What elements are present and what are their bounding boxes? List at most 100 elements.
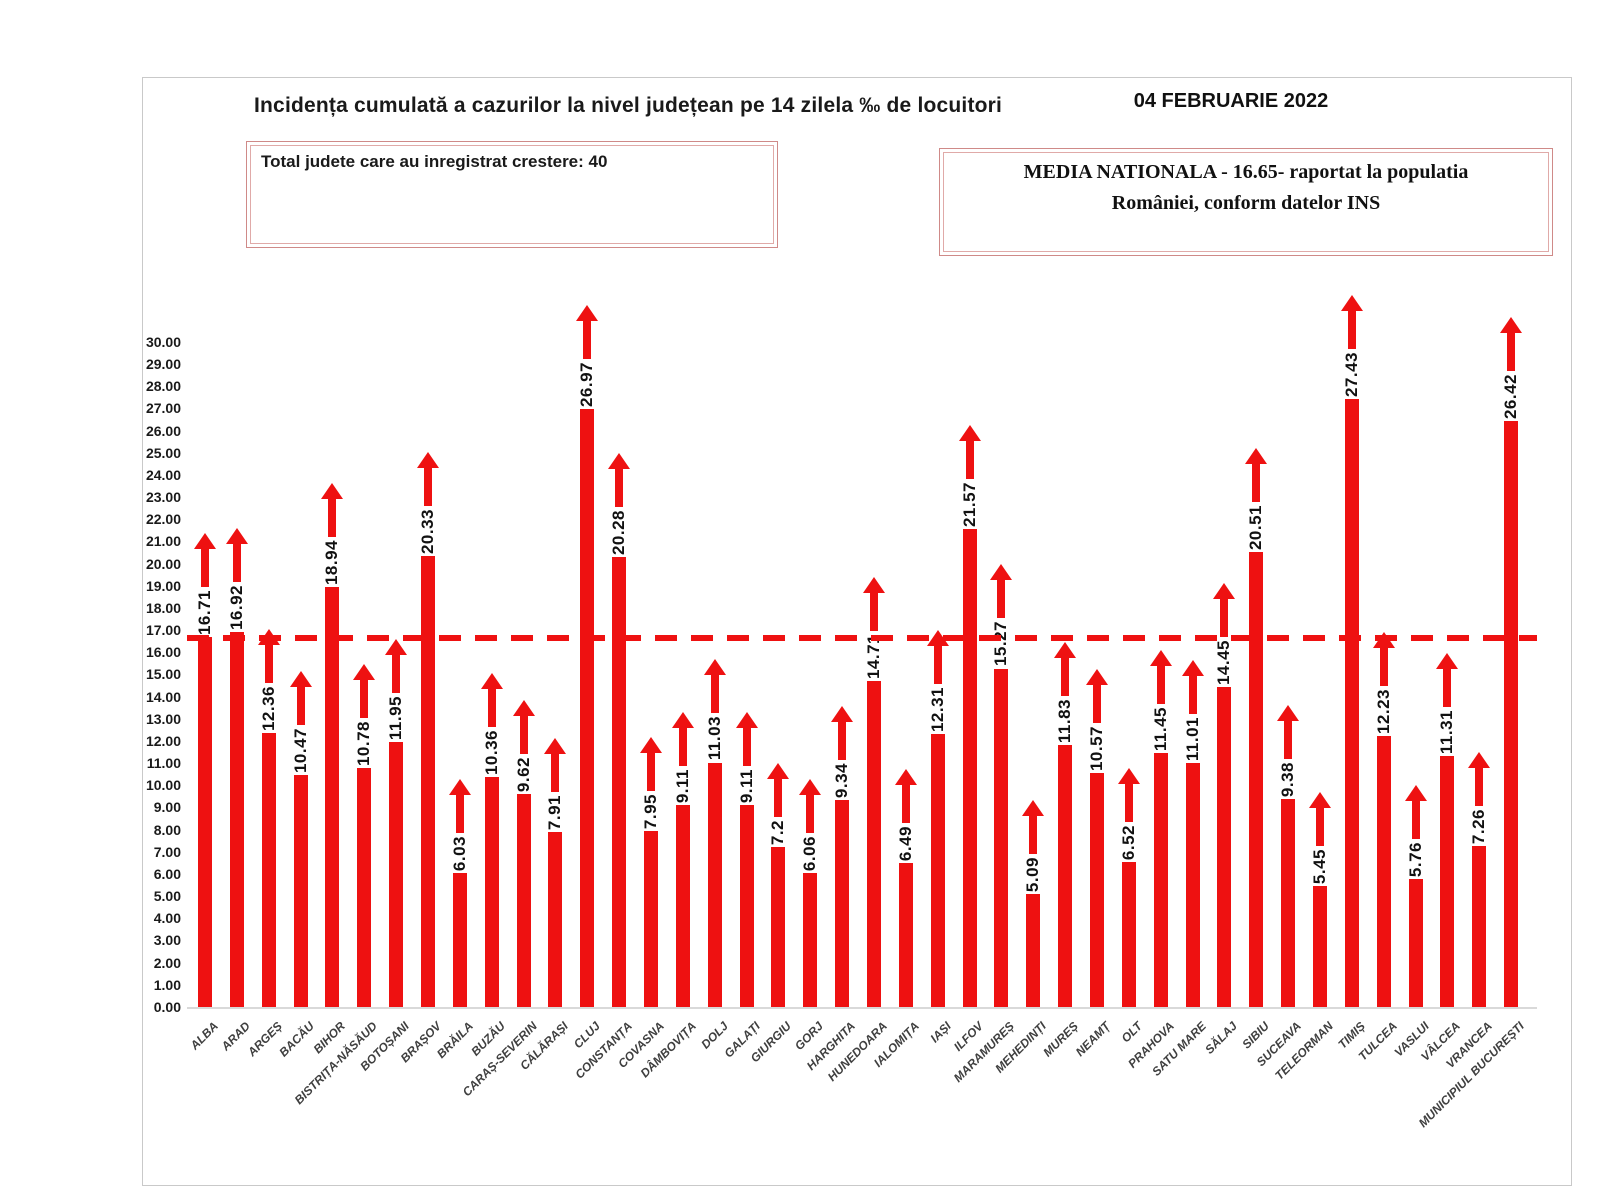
bar-annotation-stack: 7.95 <box>637 736 665 829</box>
bar <box>420 556 435 1007</box>
up-arrow-icon <box>1500 317 1523 372</box>
y-tick-label: 22.00 <box>145 511 181 528</box>
chart-container: Incidența cumulată a cazurilor la nivel … <box>142 77 1572 1186</box>
bar-value-label: 7.26 <box>1469 808 1489 845</box>
up-arrow-icon <box>703 659 726 714</box>
up-arrow-icon <box>193 532 216 587</box>
bar-annotation-stack: 20.51 <box>1242 448 1270 550</box>
bar <box>261 733 276 1007</box>
x-axis-label: NEAMȚ <box>1072 1019 1113 1060</box>
bar-annotation-stack: 11.03 <box>701 659 729 761</box>
bar-annotation-stack: 12.23 <box>1370 631 1398 734</box>
bar <box>1440 756 1455 1007</box>
bar-annotation-stack: 5.76 <box>1402 785 1430 877</box>
up-arrow-icon <box>1404 785 1427 840</box>
bar-annotation-stack: 10.36 <box>478 673 506 775</box>
y-tick-label: 14.00 <box>145 688 181 705</box>
bar <box>1153 753 1168 1007</box>
up-arrow-icon <box>257 628 280 683</box>
bar-annotation-stack: 9.38 <box>1274 704 1302 797</box>
national-average-box-inner <box>943 152 1549 252</box>
bar <box>835 799 850 1007</box>
bar <box>1504 421 1519 1007</box>
bar <box>1281 799 1296 1007</box>
bar-annotation-stack: 26.42 <box>1497 317 1525 419</box>
x-axis-baseline <box>187 1007 1537 1009</box>
up-arrow-icon <box>799 778 822 833</box>
bar-annotation-stack: 10.57 <box>1083 668 1111 771</box>
up-arrow-icon <box>1213 582 1236 637</box>
bar <box>1376 735 1391 1007</box>
bar-annotation-stack: 11.95 <box>382 639 410 740</box>
bar-value-label: 10.78 <box>354 721 374 767</box>
y-tick-label: 30.00 <box>145 333 181 350</box>
bar-value-label: 9.11 <box>672 768 692 804</box>
bar <box>707 762 722 1007</box>
up-arrow-icon <box>1117 768 1140 823</box>
bar-value-label: 12.23 <box>1373 688 1393 734</box>
up-arrow-icon <box>353 664 376 718</box>
x-axis-label: OLT <box>1118 1019 1145 1046</box>
up-arrow-icon <box>1054 641 1077 696</box>
bar-annotation-stack: 6.52 <box>1115 768 1143 860</box>
plot-area: 0.00 1.00 2.00 3.00 4.00 5.00 6.00 7.00 8.00 9.00… <box>143 78 1571 1185</box>
bar <box>1089 772 1104 1007</box>
bar-annotation-stack: 26.97 <box>573 305 601 407</box>
bar-value-label: 16.92 <box>226 584 246 630</box>
bar-annotation-stack: 5.09 <box>1019 800 1047 892</box>
bar-annotation-stack: 10.78 <box>350 664 378 766</box>
y-tick-label: 19.00 <box>145 577 181 594</box>
y-tick-label: 8.00 <box>153 821 181 838</box>
up-arrow-icon <box>289 670 312 725</box>
national-average-line <box>187 634 1537 641</box>
bar-annotation-stack: 14.45 <box>1210 582 1238 685</box>
bar-annotation-stack: 11.01 <box>1179 659 1207 761</box>
national-average-text: MEDIA NATIONALA - 16.65- raportat la pop… <box>940 157 1552 219</box>
x-axis-label: MUREȘ <box>1040 1019 1081 1060</box>
bar <box>866 680 881 1007</box>
bar-value-label: 20.28 <box>609 510 629 556</box>
up-arrow-icon <box>1181 659 1204 714</box>
bar-value-label: 11.03 <box>704 716 724 761</box>
bar-value-label: 21.57 <box>959 481 979 527</box>
y-tick-label: 23.00 <box>145 489 181 506</box>
bar-value-label: 9.62 <box>513 756 533 792</box>
bar <box>1121 862 1136 1007</box>
bar-value-label: 12.36 <box>258 685 278 732</box>
date-label: 04 FEBRUARIE 2022 <box>1133 90 1329 112</box>
bar-annotation-stack: 5.45 <box>1306 792 1334 884</box>
bar-annotation-stack: 18.94 <box>318 483 346 585</box>
y-tick-label: 6.00 <box>153 865 181 882</box>
bar <box>1058 744 1073 1007</box>
bar-annotation-stack: 9.11 <box>669 711 697 804</box>
bar-annotation-stack: 15.27 <box>987 564 1015 667</box>
up-arrow-icon <box>608 453 631 508</box>
national-average-box: MEDIA NATIONALA - 16.65- raportat la pop… <box>939 148 1553 256</box>
y-tick-label: 21.00 <box>145 533 181 550</box>
bar-value-label: 12.31 <box>927 687 947 733</box>
up-arrow-icon <box>1085 668 1108 723</box>
y-tick-label: 25.00 <box>145 444 181 461</box>
up-arrow-icon <box>926 630 949 685</box>
bar-value-label: 15.27 <box>991 621 1011 667</box>
bar <box>962 528 977 1007</box>
y-tick-label: 24.00 <box>145 466 181 483</box>
bar-value-label: 5.76 <box>1405 842 1425 878</box>
x-axis-label: SĂLAJ <box>1202 1019 1241 1057</box>
bar <box>357 768 372 1007</box>
up-arrow-icon <box>671 711 694 766</box>
bar-annotation-stack: 12.31 <box>924 630 952 732</box>
y-tick-label: 15.00 <box>145 666 181 683</box>
bar <box>803 872 818 1007</box>
bar <box>612 557 627 1007</box>
bar-annotation-stack: 11.31 <box>1433 653 1461 754</box>
up-arrow-icon <box>480 673 503 728</box>
y-tick-label: 7.00 <box>153 843 181 860</box>
y-tick-label: 26.00 <box>145 422 181 439</box>
bar-annotation-stack: 6.49 <box>892 769 920 861</box>
y-tick-label: 3.00 <box>153 932 181 949</box>
bar <box>1344 398 1359 1007</box>
y-tick-label: 9.00 <box>153 799 181 816</box>
up-arrow-icon <box>1468 751 1491 806</box>
